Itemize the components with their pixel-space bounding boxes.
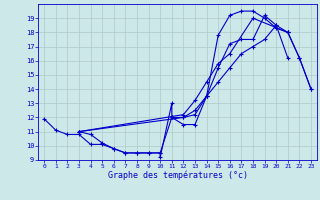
X-axis label: Graphe des températures (°c): Graphe des températures (°c) [108,171,248,180]
